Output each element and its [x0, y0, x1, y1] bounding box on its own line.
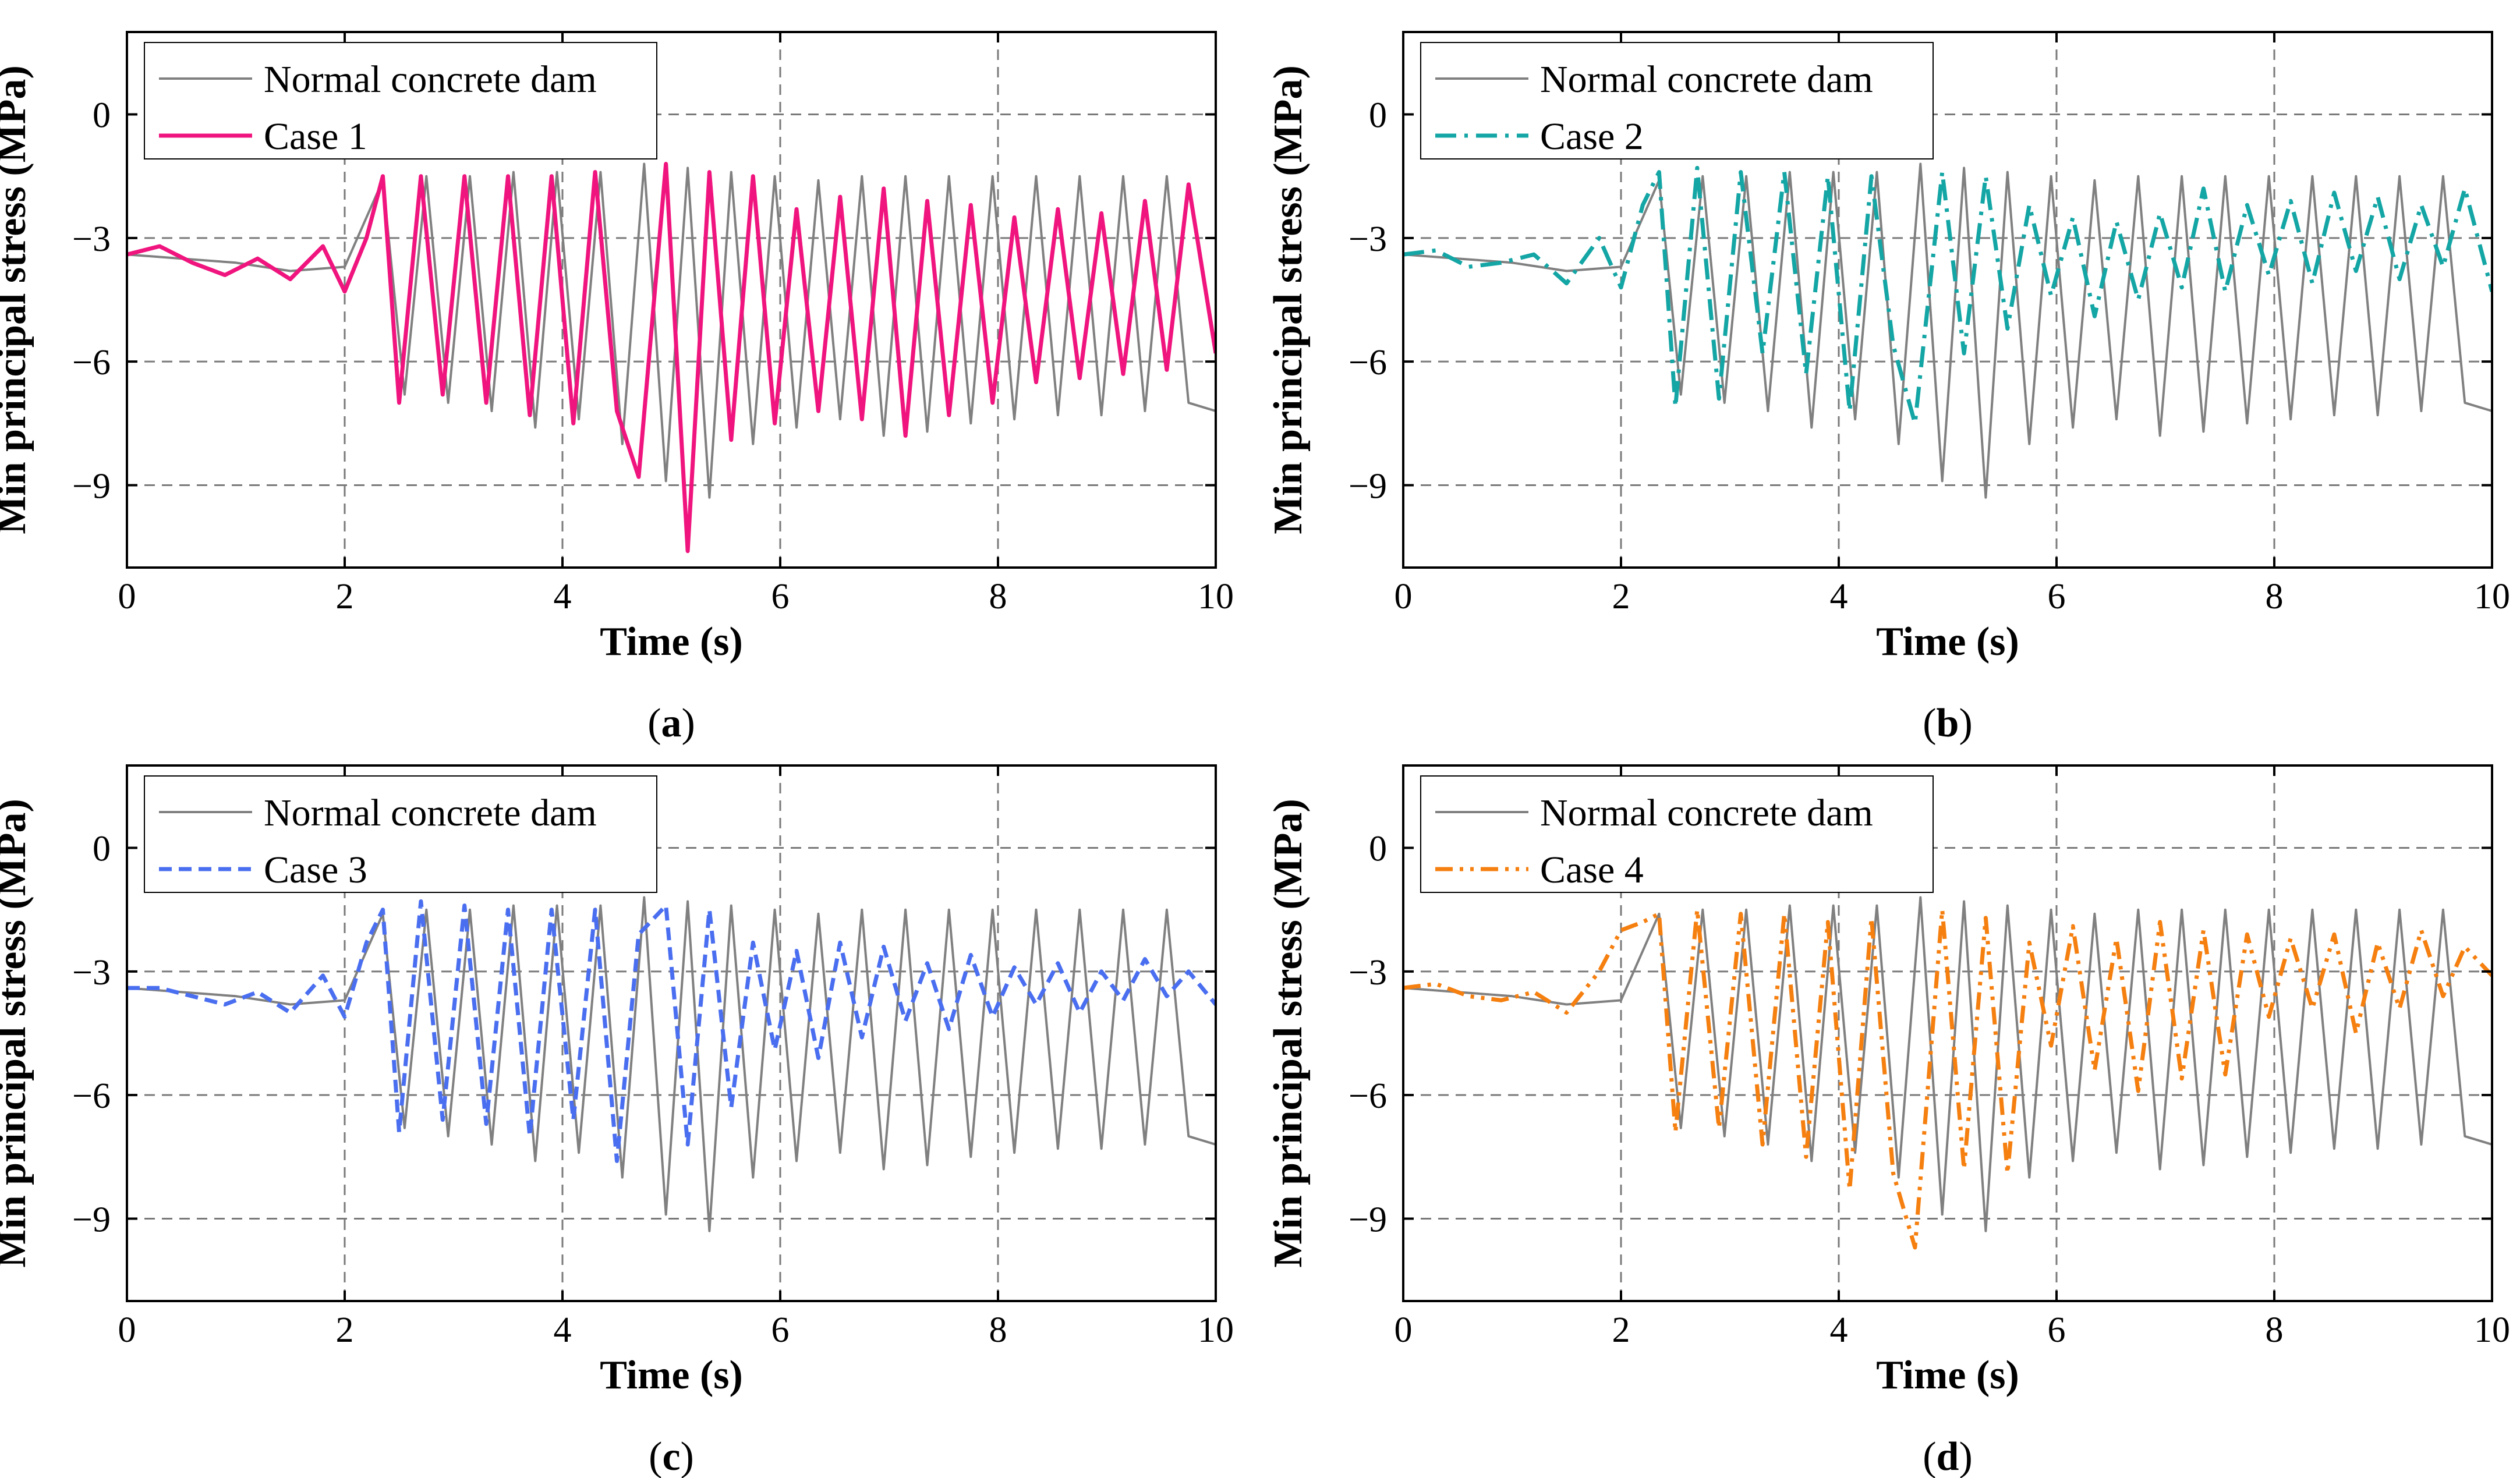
series-line-normal-dam — [127, 896, 1216, 1232]
legend-entry: Normal concrete dam — [264, 792, 597, 834]
y-axis-title: Min principal stress (MPa) — [1266, 65, 1311, 534]
legend-entry: Case 4 — [1540, 849, 1644, 891]
y-tick-label: −9 — [72, 466, 111, 506]
y-axis-title: Min principal stress (MPa) — [0, 799, 34, 1268]
legend-entry: Normal concrete dam — [264, 58, 597, 101]
legend-entry: Normal concrete dam — [1540, 792, 1873, 834]
legend-entry: Normal concrete dam — [1540, 58, 1873, 101]
series-line-normal-dam — [1403, 896, 2492, 1232]
x-axis-title: Time (s) — [600, 619, 743, 664]
axes-frame — [1402, 764, 2493, 1302]
axes-frame — [1402, 31, 2493, 569]
y-tick-label: −6 — [1349, 1076, 1387, 1116]
panel-label: (b) — [1923, 701, 1973, 746]
y-tick-label: −3 — [1349, 219, 1387, 259]
x-tick-label: 8 — [2266, 577, 2284, 616]
x-axis-title: Time (s) — [600, 1353, 743, 1398]
y-tick-label: −9 — [1349, 466, 1387, 506]
series-line-case — [1403, 166, 2492, 426]
y-tick-label: −9 — [1349, 1200, 1387, 1239]
series-line-case — [1403, 908, 2492, 1250]
x-tick-label: 4 — [1830, 1310, 1848, 1350]
panel-label: (c) — [649, 1434, 694, 1478]
x-tick-label: 6 — [2048, 577, 2066, 616]
x-tick-label: 8 — [2266, 1310, 2284, 1350]
y-axis-title: Min principal stress (MPa) — [1266, 799, 1311, 1268]
y-tick-label: −6 — [1349, 343, 1387, 382]
series-line-case — [127, 899, 1216, 1163]
legend-box — [1420, 42, 1934, 160]
x-tick-label: 0 — [118, 577, 136, 616]
y-tick-label: 0 — [93, 830, 111, 869]
legend-box — [144, 775, 657, 893]
y-tick-label: −9 — [72, 1200, 111, 1239]
x-tick-label: 0 — [1395, 1310, 1413, 1350]
legend-entry: Case 1 — [264, 115, 367, 158]
legend: Normal concrete dam Case 3 — [144, 775, 657, 893]
y-tick-label: −3 — [72, 953, 111, 993]
y-tick-label: −6 — [72, 343, 111, 382]
x-tick-label: 4 — [554, 1310, 572, 1350]
series-line-normal-dam — [1403, 162, 2492, 499]
chart-panel-d: 0 2 4 6 8 10 0 −3 −6 −9 Time (s) Min principal stre… — [1266, 764, 2510, 1478]
y-tick-label: 0 — [1369, 830, 1387, 869]
legend: Normal concrete dam Case 4 — [1420, 775, 1934, 893]
legend-entry: Case 2 — [1540, 115, 1644, 158]
panel-label: (d) — [1923, 1434, 1973, 1478]
x-tick-label: 6 — [771, 577, 790, 616]
chart-panel-b: 0 2 4 6 8 10 0 −3 −6 −9 Time (s) Min principal stre… — [1266, 31, 2510, 746]
legend: Normal concrete dam Case 1 — [144, 42, 657, 160]
x-tick-label: 8 — [989, 577, 1007, 616]
x-axis-title: Time (s) — [1876, 619, 2019, 664]
x-tick-label: 2 — [336, 577, 354, 616]
panel-label: (a) — [647, 701, 695, 746]
legend: Normal concrete dam Case 2 — [1420, 42, 1934, 160]
x-tick-label: 0 — [118, 1310, 136, 1350]
chart-panel-c: 0 2 4 6 8 10 0 −3 −6 −9 Time (s) Min principal stre… — [0, 764, 1234, 1478]
y-tick-label: −3 — [1349, 953, 1387, 993]
x-tick-label: 2 — [336, 1310, 354, 1350]
x-tick-label: 4 — [1830, 577, 1848, 616]
y-tick-label: 0 — [93, 96, 111, 136]
chart-panel-a: 0 2 4 6 8 10 0 −3 −6 −9 Time (s) Min principal stre… — [0, 31, 1234, 746]
x-tick-label: 10 — [2474, 577, 2510, 616]
legend-box — [144, 42, 657, 160]
series-line-case — [127, 162, 1216, 554]
y-axis-title: Min principal stress (MPa) — [0, 65, 34, 534]
x-tick-label: 0 — [1395, 577, 1413, 616]
y-tick-label: −3 — [72, 219, 111, 259]
x-tick-label: 2 — [1612, 577, 1630, 616]
x-tick-label: 8 — [989, 1310, 1007, 1350]
x-tick-label: 10 — [1198, 577, 1234, 616]
x-tick-label: 10 — [1198, 1310, 1234, 1350]
x-tick-label: 6 — [771, 1310, 790, 1350]
legend-box — [1420, 775, 1934, 893]
x-tick-label: 4 — [554, 577, 572, 616]
y-tick-label: 0 — [1369, 96, 1387, 136]
legend-entry: Case 3 — [264, 849, 367, 891]
x-tick-label: 6 — [2048, 1310, 2066, 1350]
series-line-normal-dam — [127, 162, 1216, 499]
x-axis-title: Time (s) — [1876, 1353, 2019, 1398]
x-tick-label: 10 — [2474, 1310, 2510, 1350]
axes-frame — [126, 764, 1217, 1302]
y-tick-label: −6 — [72, 1076, 111, 1116]
x-tick-label: 2 — [1612, 1310, 1630, 1350]
axes-frame — [126, 31, 1217, 569]
